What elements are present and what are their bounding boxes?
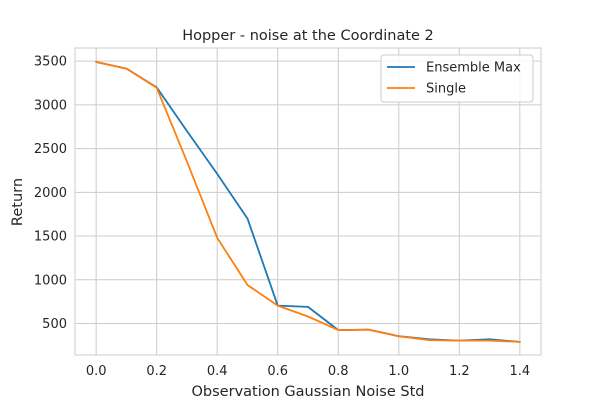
y-tick-label: 2500 [34, 142, 67, 157]
legend: Ensemble Max Single [380, 54, 534, 103]
x-tick-label: 0.0 [86, 364, 107, 379]
series-lines [95, 61, 521, 343]
legend-box [380, 54, 534, 103]
y-tick-label: 500 [42, 317, 67, 332]
y-tick-labels: 500 1000 1500 2000 2500 3000 3500 [34, 55, 67, 332]
legend-label: Single [426, 82, 466, 97]
y-tick-label: 3000 [34, 98, 67, 113]
legend-label: Ensemble Max [426, 61, 521, 76]
x-tick-label: 0.8 [328, 364, 349, 379]
y-tick-label: 3500 [34, 55, 67, 70]
x-tick-labels: 0.0 0.2 0.4 0.6 0.8 1.0 1.2 1.4 [86, 364, 530, 379]
chart-title: Hopper - noise at the Coordinate 2 [182, 28, 434, 44]
x-tick-label: 0.2 [146, 364, 167, 379]
y-tick-label: 2000 [34, 186, 67, 201]
series-line-single [95, 61, 521, 343]
y-axis-label: Return [10, 178, 26, 226]
x-tick-label: 1.2 [449, 364, 470, 379]
grid-lines [75, 48, 541, 355]
x-tick-label: 0.6 [267, 364, 288, 379]
y-tick-label: 1000 [34, 273, 67, 288]
x-tick-label: 1.0 [388, 364, 409, 379]
y-tick-label: 1500 [34, 230, 67, 245]
x-axis-label: Observation Gaussian Noise Std [192, 384, 425, 400]
x-tick-label: 1.4 [509, 364, 530, 379]
x-tick-label: 0.4 [207, 364, 228, 379]
